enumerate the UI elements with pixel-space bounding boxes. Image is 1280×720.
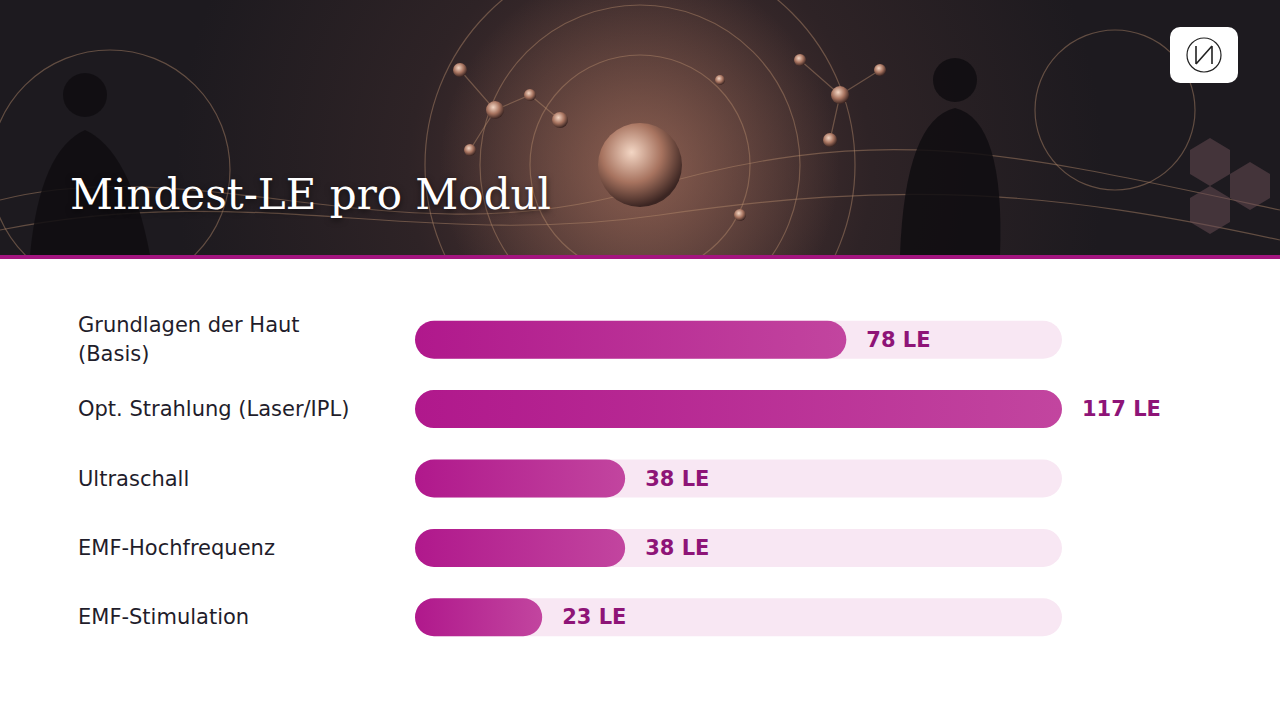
svg-text:23 LE: 23 LE (562, 605, 626, 629)
svg-text:EMF-Stimulation: EMF-Stimulation (78, 605, 249, 629)
svg-text:Ultraschall: Ultraschall (78, 467, 189, 491)
html-text:Mindest-LE pro Modul: Mindest-LE pro Modul (70, 170, 551, 219)
svg-text:Opt. Strahlung (Laser/IPL): Opt. Strahlung (Laser/IPL) (78, 397, 349, 421)
svg-text:38 LE: 38 LE (645, 536, 709, 560)
svg-text:(Basis): (Basis) (78, 342, 149, 366)
svg-text:Grundlagen der Haut: Grundlagen der Haut (78, 313, 300, 337)
svg-text:EMF-Hochfrequenz: EMF-Hochfrequenz (78, 536, 275, 560)
svg-text:117 LE: 117 LE (1082, 397, 1161, 421)
svg-text:78 LE: 78 LE (866, 328, 930, 352)
svg-text:38 LE: 38 LE (645, 467, 709, 491)
